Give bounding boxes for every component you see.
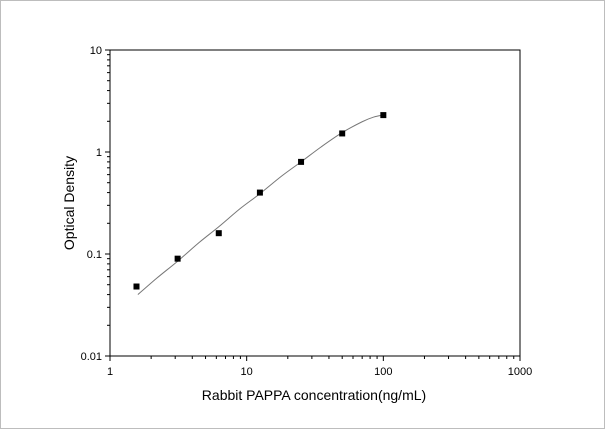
data-point — [298, 158, 305, 165]
y-tick-label: 0.1 — [87, 249, 102, 261]
fit-curve-layer — [137, 114, 384, 295]
y-tick-label: 10 — [90, 45, 102, 57]
y-tick-label: 0.01 — [81, 351, 102, 363]
data-point — [380, 112, 387, 119]
x-tick-label: 100 — [374, 366, 392, 378]
x-tick-label: 10 — [241, 366, 253, 378]
y-tick-label: 1 — [96, 147, 102, 159]
x-axis-label: Rabbit PAPPA concentration(ng/mL) — [202, 387, 426, 403]
fit-curve-line — [137, 114, 384, 295]
x-tick-label: 1000 — [508, 366, 532, 378]
x-tick-label: 1 — [107, 366, 113, 378]
data-point — [133, 283, 140, 290]
data-point — [339, 130, 346, 137]
data-points-layer — [133, 112, 387, 290]
data-point — [256, 189, 263, 196]
data-point — [215, 230, 222, 237]
axes: 1 10 100 1000 0.01 0.1 1 10 — [81, 45, 533, 378]
plot-border — [109, 49, 521, 357]
y-axis-label: Optical Density — [61, 156, 77, 250]
data-point — [174, 255, 181, 262]
